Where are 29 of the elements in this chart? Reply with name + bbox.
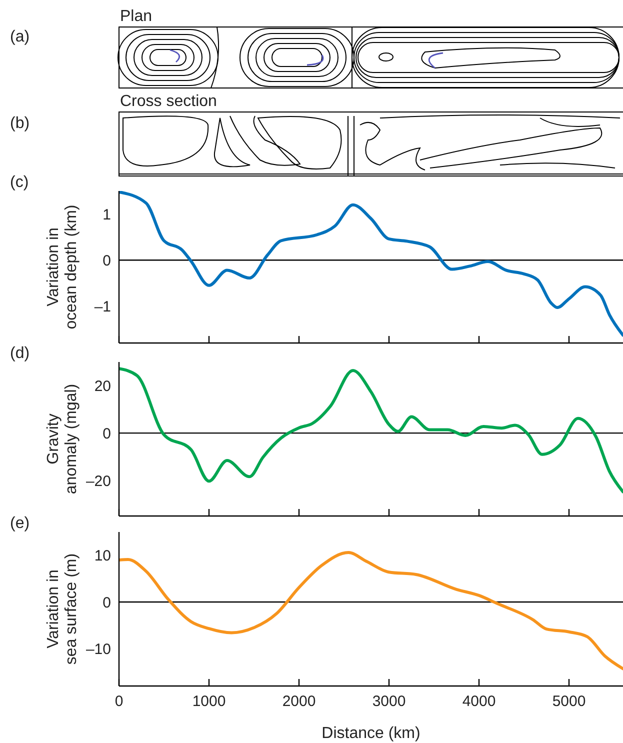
text: (b) [10,115,30,132]
x-tick-label: 0 [114,693,124,710]
y-tick-label: 0 [102,425,111,442]
y-axis-title: Gravity anomaly (mgal) [45,384,80,494]
y-tick-label: 0 [102,252,111,270]
line-series [119,191,623,337]
y-tick-label: –1 [94,298,111,316]
line-series [119,367,623,494]
x-tick-label: 2000 [282,693,316,710]
text: Plan [120,8,152,25]
y-tick-label: 20 [94,378,111,396]
y-tick-label: –10 [86,640,111,658]
y-tick-label: 10 [94,548,111,565]
text: (e) [10,515,30,532]
y-tick-label: –20 [86,472,111,490]
y-axis-title: Variation in sea surface (m) [45,553,80,665]
x-tick-label: 1000 [192,693,226,710]
text: (d) [10,345,30,362]
text: (a) [10,28,30,46]
x-tick-label: 3000 [372,693,406,710]
text: (c) [10,174,29,191]
y-axis-title: Variation in ocean depth (km) [45,204,80,330]
x-axis-title: Distance (km) [322,725,420,742]
text: Cross section [120,93,217,110]
x-tick-label: 4000 [462,693,496,710]
x-tick-label: 5000 [552,693,586,710]
line-series [119,551,623,670]
y-tick-label: 0 [102,594,111,612]
y-tick-label: 1 [102,206,111,224]
